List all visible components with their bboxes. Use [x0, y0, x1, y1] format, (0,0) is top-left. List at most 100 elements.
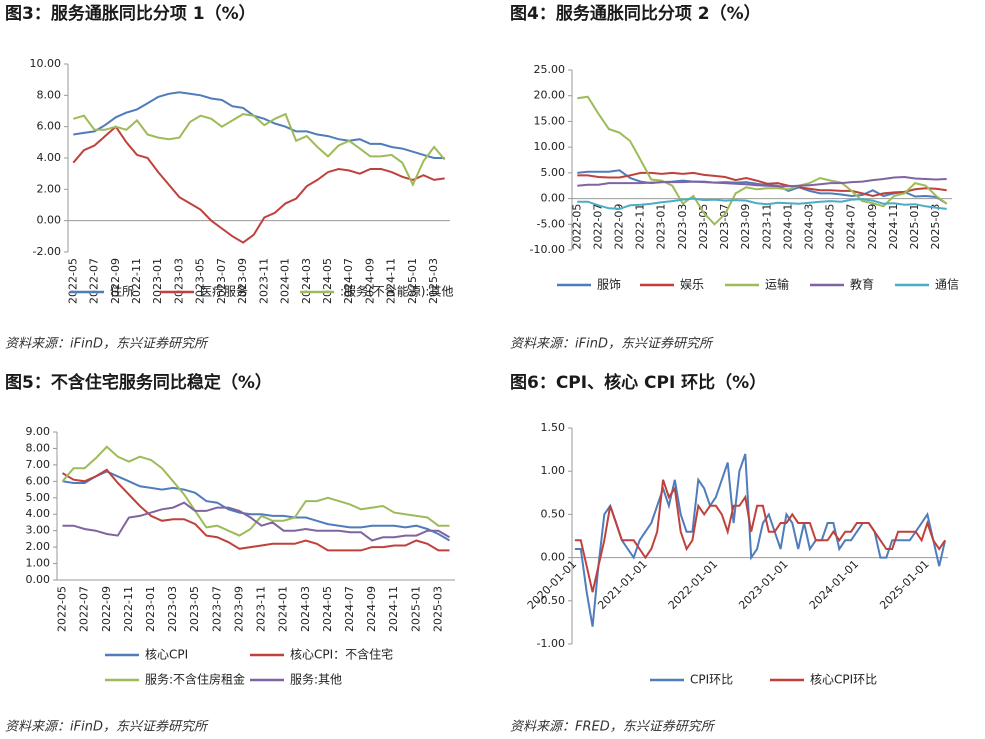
x-tick-label: 2024-07	[342, 258, 355, 304]
x-tick-label: 2023-11	[255, 586, 268, 632]
legend-label: 教育	[850, 277, 874, 292]
series-line	[577, 171, 947, 198]
x-tick-label: 2023-11	[760, 204, 773, 250]
series-line	[73, 112, 446, 187]
x-tick-label: 2025-03	[431, 586, 444, 632]
legend-label: :服务(不含能源):其他	[340, 284, 453, 299]
x-tick-label: 2023-01	[144, 586, 157, 632]
legend-label: 核心CPI环比	[810, 673, 877, 687]
y-tick-label: 2.00	[26, 540, 51, 553]
x-tick-label: 2024-05	[321, 258, 334, 304]
x-tick-label: 2024-11	[887, 204, 900, 250]
x-tick-label: 2023-07	[215, 258, 228, 304]
series-line	[574, 479, 946, 593]
y-tick-label: 8.00	[37, 88, 62, 101]
x-tick-label: 2022-11	[634, 204, 647, 250]
chart-title: 图3：服务通胀同比分项 1（%）	[5, 3, 256, 24]
y-tick-label: 1.00	[541, 464, 566, 477]
x-tick-label: 2023-09	[739, 204, 752, 250]
source-note: 资料来源：FRED，东兴证券研究所	[510, 719, 716, 735]
y-tick-label: 9.00	[26, 425, 51, 438]
legend-label: CPI环比	[690, 673, 733, 687]
x-tick-label: 2024-01	[277, 586, 290, 632]
y-tick-label: -1.00	[537, 637, 565, 650]
y-tick-label: 0.00	[26, 573, 51, 586]
x-tick-label: 2024-01	[781, 204, 794, 250]
series-line	[73, 91, 445, 159]
y-tick-label: -2.00	[33, 245, 61, 258]
y-tick-label: 5.00	[541, 166, 566, 179]
series-line	[61, 468, 450, 552]
x-tick-label: 2024-09	[363, 258, 376, 304]
series-line	[62, 470, 451, 542]
legend-label: 服务:其他	[290, 672, 342, 687]
x-tick-label: 2024-07	[845, 204, 858, 250]
y-tick-label: 3.00	[26, 524, 51, 537]
x-tick-label: 2024-01-01	[807, 558, 861, 612]
y-tick-label: 0.00	[541, 192, 566, 205]
x-tick-label: 2022-01-01	[666, 558, 720, 612]
x-tick-label: 2025-03	[427, 258, 440, 304]
series-line	[577, 197, 947, 210]
legend-label: 运输	[765, 277, 789, 292]
source-note: 资料来源：iFinD，东兴证券研究所	[5, 336, 209, 352]
y-tick-label: 10.00	[534, 140, 566, 153]
x-tick-label: 2022-09	[109, 258, 122, 304]
y-tick-label: 1.00	[26, 557, 51, 570]
y-tick-label: 20.00	[534, 89, 566, 102]
x-tick-label: 2022-05	[56, 586, 69, 632]
x-tick-label: 2022-09	[613, 204, 626, 250]
x-tick-label: 2024-03	[299, 586, 312, 632]
y-tick-label: 10.00	[30, 57, 62, 70]
x-tick-label: 2025-01	[908, 204, 921, 250]
x-tick-label: 2022-05	[66, 258, 79, 304]
x-tick-label: 2023-03	[172, 258, 185, 304]
x-tick-label: 2024-03	[300, 258, 313, 304]
x-tick-label: 2023-03	[676, 204, 689, 250]
y-tick-label: 6.00	[37, 120, 62, 133]
legend-label: 娱乐	[680, 278, 704, 292]
chart-title: 图5：不含住宅服务同比稳定（%）	[5, 372, 272, 393]
series-line	[72, 125, 445, 244]
legend-label: 服饰	[597, 278, 621, 292]
y-tick-label: 0.00	[541, 551, 566, 564]
x-tick-label: 2023-05	[194, 258, 207, 304]
x-tick-label: 2023-01	[655, 204, 668, 250]
x-tick-label: 2022-05	[570, 204, 583, 250]
x-tick-label: 2024-03	[803, 204, 816, 250]
x-tick-label: 2025-03	[929, 204, 942, 250]
x-tick-label: 2024-09	[365, 586, 378, 632]
x-tick-label: 2023-03	[166, 586, 179, 632]
x-tick-label: 2024-11	[387, 586, 400, 632]
x-tick-label: 2022-11	[130, 258, 143, 304]
y-tick-label: 5.00	[26, 491, 51, 504]
source-note: 资料来源：iFinD，东兴证券研究所	[5, 719, 209, 735]
legend-label: 住所	[110, 285, 134, 299]
x-tick-label: 2025-01	[409, 586, 422, 632]
x-tick-label: 2022-07	[591, 204, 604, 250]
y-tick-label: 8.00	[26, 441, 51, 454]
y-tick-label: 4.00	[37, 151, 62, 164]
x-tick-label: 2025-01-01	[877, 558, 931, 612]
y-tick-label: -0.50	[537, 594, 565, 607]
x-tick-label: 2025-01	[406, 258, 419, 304]
chart-title: 图4：服务通胀同比分项 2（%）	[510, 3, 761, 24]
x-tick-label: 2024-11	[385, 258, 398, 304]
x-tick-label: 2021-01-01	[595, 558, 649, 612]
series-line	[62, 501, 451, 542]
x-tick-label: 2022-11	[122, 586, 135, 632]
y-tick-label: 6.00	[26, 474, 51, 487]
x-tick-label: 2023-07	[210, 586, 223, 632]
series-line	[577, 175, 947, 188]
x-tick-label: 2024-05	[321, 586, 334, 632]
y-tick-label: 7.00	[26, 458, 51, 471]
y-tick-label: 0.00	[37, 214, 62, 227]
y-tick-label: 0.50	[541, 507, 566, 520]
x-tick-label: 2024-09	[866, 204, 879, 250]
x-tick-label: 2024-05	[824, 204, 837, 250]
x-tick-label: 2023-09	[236, 258, 249, 304]
legend-label: 通信	[935, 278, 959, 292]
source-note: 资料来源：iFinD，东兴证券研究所	[510, 336, 714, 352]
x-tick-label: 2024-07	[343, 586, 356, 632]
